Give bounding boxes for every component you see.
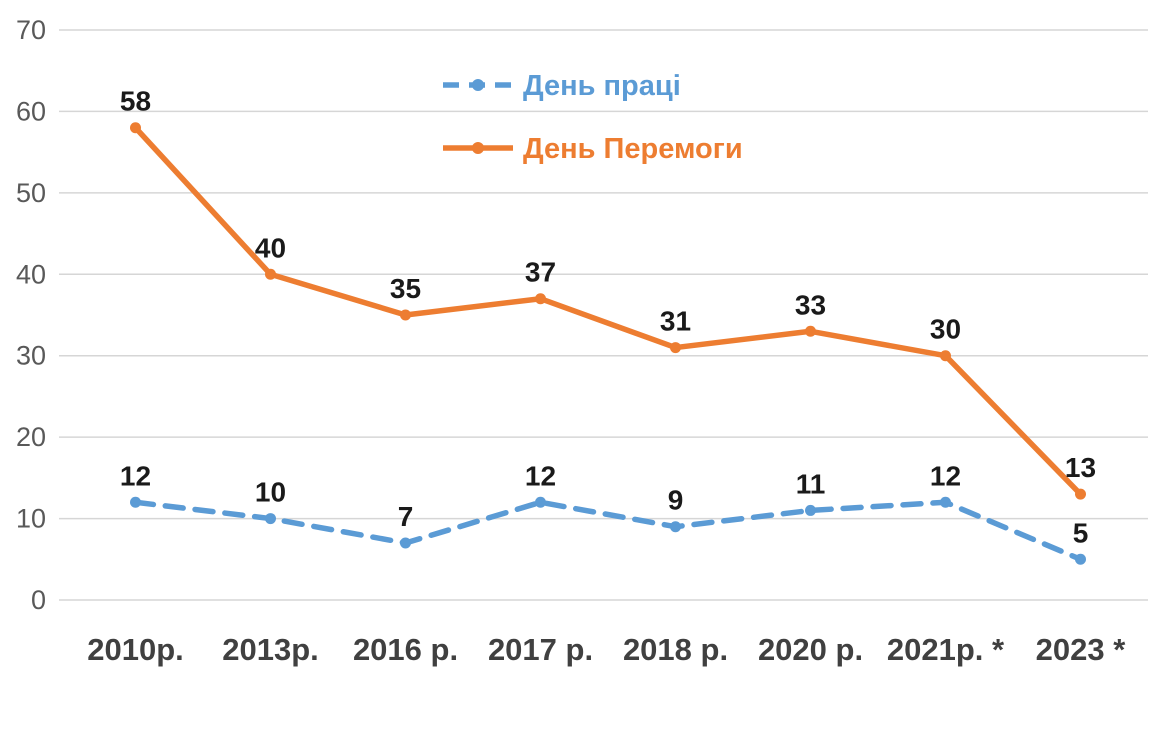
y-axis-tick-label: 60	[16, 96, 46, 126]
y-axis-tick-label: 10	[16, 504, 46, 534]
y-axis-tick-label: 50	[16, 178, 46, 208]
data-label: 9	[668, 485, 684, 516]
data-point-marker	[1075, 488, 1086, 500]
data-label: 7	[398, 501, 414, 532]
x-axis-category-label: 2016 р.	[353, 632, 458, 667]
y-axis-tick-label: 0	[31, 585, 46, 615]
y-axis-tick-label: 70	[16, 15, 46, 45]
data-point-marker	[670, 521, 681, 533]
data-point-marker	[940, 496, 951, 508]
data-label: 12	[120, 460, 151, 491]
x-axis-category-label: 2018 р.	[623, 632, 728, 667]
legend-marker	[472, 79, 484, 91]
data-label: 12	[930, 460, 961, 491]
x-axis-category-label: 2017 р.	[488, 632, 593, 667]
data-point-marker	[535, 293, 546, 305]
data-label: 33	[795, 289, 826, 320]
data-point-marker	[130, 496, 141, 508]
data-point-marker	[265, 513, 276, 525]
data-point-marker	[940, 350, 951, 362]
y-axis-tick-label: 30	[16, 341, 46, 371]
data-label: 30	[930, 314, 961, 345]
data-label: 31	[660, 306, 691, 337]
data-point-marker	[805, 504, 816, 516]
data-point-marker	[670, 342, 681, 354]
data-label: 40	[255, 232, 286, 263]
data-point-marker	[130, 122, 141, 134]
legend-marker	[472, 142, 484, 154]
data-point-marker	[265, 268, 276, 280]
data-label: 35	[390, 273, 421, 304]
data-label: 58	[120, 86, 151, 117]
y-axis-tick-label: 20	[16, 422, 46, 452]
x-axis-category-label: 2021р. *	[887, 632, 1005, 667]
data-label: 11	[796, 468, 826, 499]
data-point-marker	[805, 325, 816, 337]
data-label: 5	[1073, 517, 1089, 548]
data-point-marker	[535, 496, 546, 508]
data-label: 12	[525, 460, 556, 491]
x-axis-category-label: 2010р.	[87, 632, 184, 667]
data-label: 37	[525, 257, 556, 288]
data-label: 13	[1065, 452, 1096, 483]
x-axis-category-label: 2013р.	[222, 632, 319, 667]
data-label: 10	[255, 477, 286, 508]
series-line-0	[132, 499, 1084, 563]
legend-label: День Перемоги	[523, 133, 743, 165]
legend-label: День праці	[523, 70, 681, 102]
x-axis-category-label: 2020 р.	[758, 632, 863, 667]
y-axis-tick-label: 40	[16, 259, 46, 289]
data-point-marker	[1075, 553, 1086, 565]
data-point-marker	[400, 309, 411, 321]
data-point-marker	[400, 537, 411, 549]
x-axis-category-label: 2023 *	[1036, 632, 1127, 667]
series-line-1	[132, 124, 1084, 497]
